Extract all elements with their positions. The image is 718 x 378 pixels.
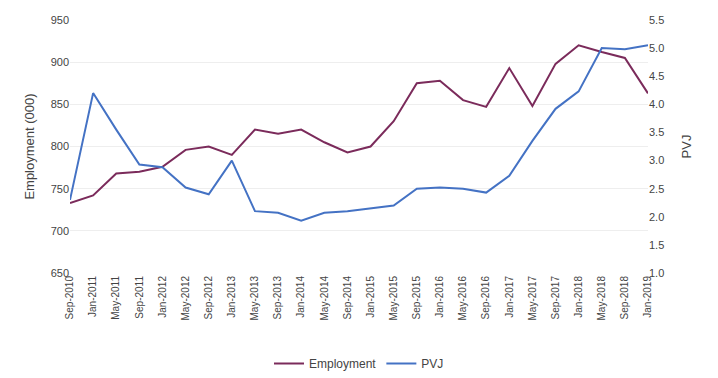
svg-text:1.5: 1.5: [649, 239, 664, 251]
svg-text:May-2011: May-2011: [110, 276, 121, 320]
svg-text:950: 950: [51, 14, 69, 26]
svg-text:Jan-2015: Jan-2015: [365, 276, 376, 318]
svg-text:1.0: 1.0: [649, 267, 664, 279]
svg-text:Sep-2013: Sep-2013: [272, 276, 283, 320]
svg-text:Jan-2013: Jan-2013: [226, 276, 237, 318]
svg-text:May-2013: May-2013: [249, 276, 260, 321]
svg-text:PVJ: PVJ: [679, 135, 694, 159]
svg-text:Sep-2017: Sep-2017: [550, 276, 561, 320]
svg-text:2.5: 2.5: [649, 183, 664, 195]
svg-text:PVJ: PVJ: [421, 357, 443, 371]
svg-text:Sep-2016: Sep-2016: [480, 276, 491, 320]
svg-text:3.0: 3.0: [649, 154, 664, 166]
svg-text:Jan-2012: Jan-2012: [157, 276, 168, 318]
svg-text:May-2012: May-2012: [180, 276, 191, 321]
svg-text:5.0: 5.0: [649, 42, 664, 54]
svg-text:900: 900: [51, 56, 69, 68]
svg-text:Sep-2015: Sep-2015: [411, 276, 422, 320]
svg-text:May-2017: May-2017: [527, 276, 538, 321]
svg-text:650: 650: [51, 267, 69, 279]
svg-text:Sep-2014: Sep-2014: [342, 276, 353, 320]
svg-text:May-2016: May-2016: [457, 276, 468, 321]
svg-text:May-2018: May-2018: [596, 276, 607, 321]
svg-text:Employment (000): Employment (000): [22, 93, 37, 199]
svg-text:Jan-2018: Jan-2018: [573, 276, 584, 318]
svg-text:May-2015: May-2015: [388, 276, 399, 321]
svg-text:Sep-2011: Sep-2011: [134, 276, 145, 319]
svg-text:4.5: 4.5: [649, 70, 664, 82]
svg-text:May-2014: May-2014: [319, 276, 330, 321]
svg-text:Sep-2018: Sep-2018: [619, 276, 630, 320]
svg-text:2.0: 2.0: [649, 211, 664, 223]
svg-text:850: 850: [51, 98, 69, 110]
svg-text:Employment: Employment: [309, 357, 376, 371]
svg-text:Jan-2019: Jan-2019: [642, 276, 653, 318]
svg-text:Jan-2016: Jan-2016: [434, 276, 445, 318]
svg-text:750: 750: [51, 183, 69, 195]
svg-text:Jan-2011: Jan-2011: [87, 276, 98, 317]
svg-text:Jan-2017: Jan-2017: [504, 276, 515, 318]
svg-text:Sep-2012: Sep-2012: [203, 276, 214, 320]
svg-text:Sep-2010: Sep-2010: [64, 276, 75, 320]
svg-text:3.5: 3.5: [649, 126, 664, 138]
svg-text:800: 800: [51, 140, 69, 152]
svg-text:Jan-2014: Jan-2014: [295, 276, 306, 318]
svg-text:4.0: 4.0: [649, 98, 664, 110]
svg-text:5.5: 5.5: [649, 14, 664, 26]
svg-text:700: 700: [51, 225, 69, 237]
